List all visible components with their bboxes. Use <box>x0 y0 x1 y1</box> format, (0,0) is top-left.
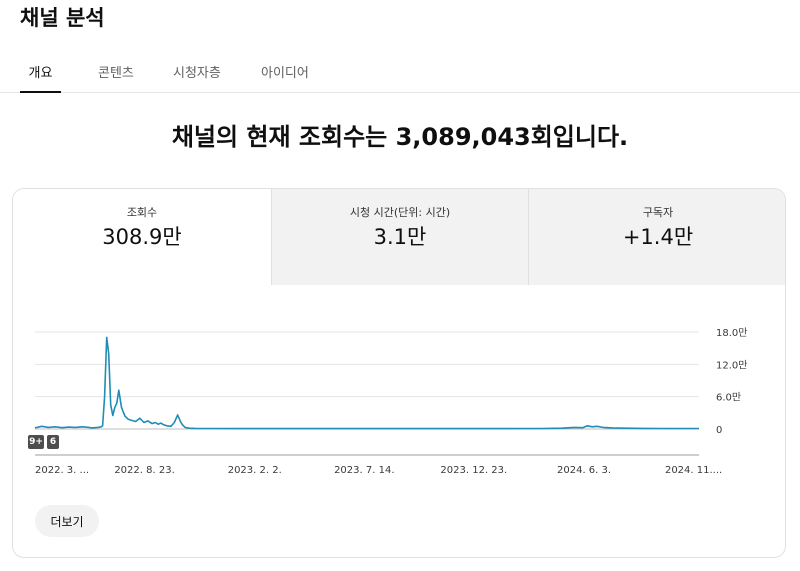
metric-value: +1.4만 <box>622 225 694 249</box>
y-tick-label: 6.0만 <box>716 392 741 404</box>
x-tick-label: 2024. 6. 3. <box>557 465 611 476</box>
views-line-chart[interactable]: 18.0만 12.0만 6.0만 0 2022. 3. ... 2022. 8. 23. 2… <box>13 309 786 479</box>
metric-tab-watch-time[interactable]: 시청 시간(단위: 시간) 3.1만 <box>271 189 528 285</box>
x-tick-label: 2023. 7. 14. <box>334 465 394 476</box>
x-tick-label: 2022. 3. ... <box>35 465 89 476</box>
metric-value: 3.1만 <box>373 225 427 249</box>
video-publish-badge[interactable]: 9+ <box>28 435 44 449</box>
views-series-line <box>34 336 699 430</box>
metric-tab-subscribers[interactable]: 구독자 +1.4만 <box>528 189 785 285</box>
y-tick-label: 12.0만 <box>716 359 747 371</box>
metric-label: 시청 시간(단위: 시간) <box>349 206 451 219</box>
x-tick-label: 2024. 11.... <box>665 465 722 476</box>
tab-ideas[interactable]: 아이디어 <box>261 66 309 81</box>
metric-value: 308.9만 <box>102 225 182 249</box>
metric-label: 조회수 <box>126 206 158 219</box>
tab-bar: 개요 콘텐츠 시청자층 아이디어 <box>0 48 800 93</box>
tab-overview[interactable]: 개요 <box>20 62 61 93</box>
video-publish-badge[interactable]: 6 <box>47 435 59 449</box>
x-tick-label: 2022. 8. 23. <box>114 465 174 476</box>
tab-content[interactable]: 콘텐츠 <box>98 66 134 81</box>
y-tick-label: 0 <box>716 425 722 436</box>
y-tick-label: 18.0만 <box>716 327 747 339</box>
metric-label: 구독자 <box>642 206 674 219</box>
page-title: 채널 분석 <box>20 6 105 30</box>
tab-audience[interactable]: 시청자층 <box>173 66 221 81</box>
x-tick-label: 2023. 12. 23. <box>440 465 507 476</box>
total-views-headline: 채널의 현재 조회수는 3,089,043회입니다. <box>171 123 629 151</box>
analytics-card: 조회수 308.9만 시청 시간(단위: 시간) 3.1만 구독자 +1.4만 … <box>12 188 786 558</box>
see-more-button[interactable]: 더보기 <box>35 505 99 537</box>
metric-tab-views[interactable]: 조회수 308.9만 <box>13 189 271 285</box>
x-tick-label: 2023. 2. 2. <box>228 465 282 476</box>
